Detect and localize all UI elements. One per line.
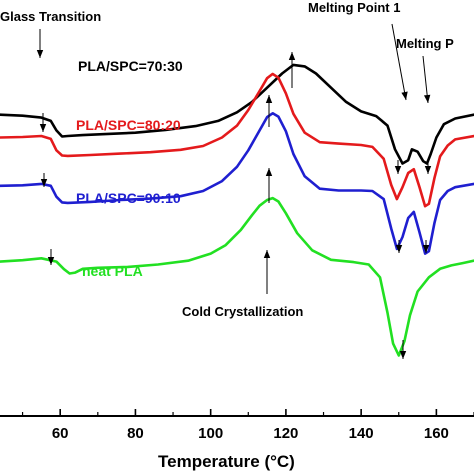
x-tick-label: 140 bbox=[349, 425, 374, 442]
cold-crystallization-label: Cold Crystallization bbox=[182, 304, 303, 319]
x-tick-label: 160 bbox=[424, 425, 449, 442]
series-line-1 bbox=[0, 63, 474, 165]
annotation-arrow-head bbox=[399, 351, 407, 359]
x-axis-title-text: Temperature ( bbox=[158, 452, 270, 471]
melting-point-1-label: Melting Point 1 bbox=[308, 0, 400, 15]
series-label-neat-pla: neat PLA bbox=[82, 263, 143, 279]
annotation-arrow-line bbox=[391, 23, 407, 101]
annotation-arrow-head bbox=[395, 245, 403, 253]
series-line-4 bbox=[0, 196, 474, 357]
annotation-arrow-head bbox=[40, 179, 48, 187]
x-tick-label: 120 bbox=[273, 425, 298, 442]
x-tick-label: 60 bbox=[52, 425, 69, 442]
annotation-arrow-head bbox=[265, 168, 273, 176]
annotation-arrow-head bbox=[422, 245, 430, 253]
melting-point-2-label: Melting P bbox=[396, 36, 454, 51]
series-label-70-30: PLA/SPC=70:30 bbox=[78, 58, 183, 74]
annotation-arrow-head bbox=[394, 166, 402, 174]
annotation-arrow-head bbox=[263, 250, 271, 258]
series-line-2 bbox=[0, 72, 474, 208]
annotation-arrow-head bbox=[39, 124, 47, 132]
annotation-arrow-head bbox=[36, 50, 44, 58]
annotation-arrow-head bbox=[401, 91, 408, 100]
annotation-arrow-head bbox=[423, 94, 431, 103]
x-axis-title: Temperature (°C) bbox=[158, 452, 295, 471]
series-label-90-10: PLA/SPC=90:10 bbox=[76, 190, 181, 206]
series-group bbox=[0, 63, 474, 357]
annotation-arrows bbox=[36, 23, 432, 359]
annotation-arrow-head bbox=[265, 95, 273, 103]
series-label-80-20: PLA/SPC=80:20 bbox=[76, 117, 181, 133]
annotation-arrow-head bbox=[288, 52, 296, 60]
x-tick-label: 100 bbox=[198, 425, 223, 442]
glass-transition-label: Glass Transition bbox=[0, 9, 101, 24]
series-line-3 bbox=[0, 112, 474, 255]
x-axis-title-unit: °C) bbox=[270, 452, 295, 471]
x-tick-label: 80 bbox=[127, 425, 144, 442]
x-ticks: 60 80 100 120 140 160 bbox=[21, 409, 474, 442]
annotation-arrow-head bbox=[424, 166, 432, 174]
annotation-arrow-head bbox=[47, 257, 55, 265]
